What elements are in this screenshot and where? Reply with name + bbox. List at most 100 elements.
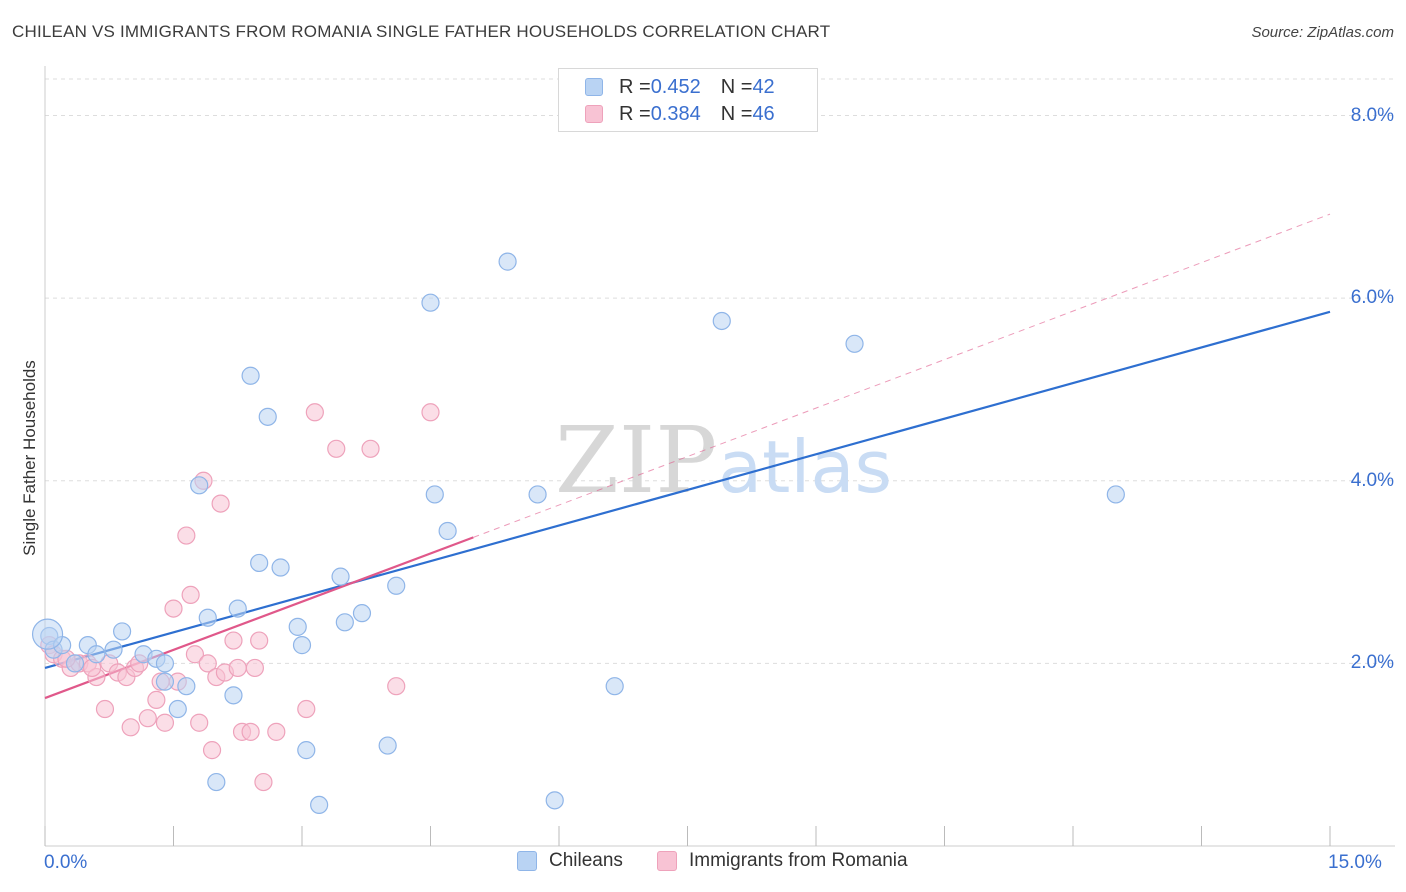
chileans-point [104, 640, 123, 659]
romania-point [245, 658, 264, 678]
x-tick-min: 0.0% [44, 852, 88, 873]
chileans-point [845, 334, 864, 353]
romania-point [327, 439, 346, 458]
chileans-legend-swatch [517, 851, 537, 871]
chileans-point [177, 677, 196, 696]
chileans-point [292, 636, 312, 655]
chileans-point [498, 252, 517, 271]
r-value: 0.452 [650, 75, 701, 98]
chileans-point [288, 617, 307, 636]
r-label: R = [619, 102, 651, 125]
chileans-point [224, 686, 243, 705]
chileans-point [387, 576, 406, 595]
chileans-point [438, 521, 457, 541]
chileans-point [528, 485, 547, 504]
y-tick-label: 2.0% [1350, 652, 1394, 674]
romania-point [147, 690, 166, 710]
romania-point [361, 439, 380, 458]
n-label: N = [720, 102, 753, 125]
chart-title: CHILEAN VS IMMIGRANTS FROM ROMANIA SINGL… [12, 22, 831, 41]
chileans-point [421, 293, 440, 312]
chileans-point [155, 654, 175, 673]
romania-point [254, 772, 273, 792]
stats-row-chileans: R = 0.452 N = 42 [585, 74, 775, 100]
romania-trend-extension [473, 213, 1331, 538]
n-value: 46 [752, 102, 775, 125]
watermark-atlas: atlas [718, 425, 892, 509]
chileans-point [310, 795, 329, 815]
romania-point [185, 645, 205, 664]
romania-point [202, 741, 222, 760]
romania-point [138, 709, 157, 728]
romania-point [267, 722, 286, 741]
r-value: 0.384 [650, 102, 701, 125]
romania-point [211, 494, 230, 513]
chileans-point [352, 604, 372, 623]
chileans-trend-line [44, 310, 1331, 670]
chileans-point [190, 476, 209, 495]
chileans-point [425, 485, 444, 504]
romania-point [95, 699, 115, 719]
romania-point [121, 718, 140, 737]
source-label: Source: ZipAtlas.com [1251, 24, 1394, 41]
romania-legend-swatch [657, 851, 677, 871]
y-tick-label: 4.0% [1350, 469, 1394, 491]
romania-point [305, 403, 324, 422]
romania-point [181, 585, 200, 604]
scatter-points [31, 252, 1125, 815]
legend-label-romania: Immigrants from Romania [689, 850, 908, 871]
chileans-point [87, 645, 106, 664]
watermark: ZIP atlas [555, 407, 892, 514]
chileans-point [605, 677, 624, 696]
chileans-point [712, 311, 731, 331]
chileans-point [250, 553, 269, 573]
series-legend: Chileans Immigrants from Romania [0, 850, 1406, 878]
chileans-point [112, 622, 132, 641]
x-tick-max: 15.0% [1328, 852, 1382, 873]
chileans-point [228, 599, 247, 618]
stats-row-romania: R = 0.384 N = 46 [585, 101, 775, 127]
axes [44, 66, 1395, 847]
chileans-point [545, 791, 564, 810]
romania-point [250, 631, 269, 650]
n-label: N = [720, 75, 753, 98]
chileans-point [335, 613, 354, 632]
romania-point [228, 658, 247, 678]
chileans-point [331, 567, 350, 586]
romania-point [198, 654, 217, 673]
y-tick-label: 6.0% [1350, 287, 1394, 309]
romania-point [421, 403, 440, 422]
chileans-cluster-point [31, 618, 64, 650]
chileans-point [258, 407, 277, 426]
legend-label-chileans: Chileans [549, 850, 623, 871]
romania-point [177, 526, 196, 545]
romania-swatch [585, 105, 603, 123]
romania-point [155, 713, 175, 732]
chileans-point [1106, 485, 1125, 504]
chileans-point [155, 672, 175, 691]
chileans-point [207, 772, 226, 792]
y-axis-label: Single Father Households [20, 360, 39, 556]
y-tick-label: 8.0% [1350, 104, 1394, 126]
romania-point [224, 631, 243, 650]
chileans-point [271, 558, 290, 577]
romania-point [190, 713, 209, 732]
chileans-point [198, 608, 217, 627]
romania-point [387, 677, 406, 696]
chileans-point [168, 699, 187, 719]
chileans-point [378, 736, 397, 755]
legend-item-romania[interactable]: Immigrants from Romania [657, 850, 908, 872]
chileans-point [297, 741, 316, 760]
stats-legend: R = 0.452 N = 42 R = 0.384 N = 46 [558, 68, 818, 132]
romania-point [164, 599, 183, 618]
chileans-swatch [585, 78, 603, 96]
watermark-zip: ZIP [555, 407, 717, 514]
romania-point [297, 699, 316, 719]
legend-item-chileans[interactable]: Chileans [517, 850, 623, 872]
chileans-point [65, 654, 85, 673]
r-label: R = [619, 75, 651, 98]
chileans-point [241, 366, 260, 385]
romania-point [241, 722, 260, 741]
n-value: 42 [752, 75, 775, 98]
